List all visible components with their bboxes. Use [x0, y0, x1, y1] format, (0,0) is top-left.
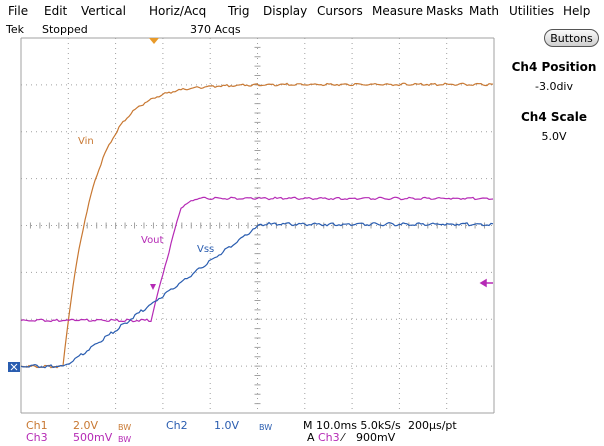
channel-readout: Ch1 2.0V BW Ch2 1.0V BW Ch3 500mV BW M 1…	[0, 414, 604, 444]
waveform-display[interactable]: Vin Vout Vss	[20, 37, 495, 414]
buttons-toggle-button[interactable]: Buttons	[544, 29, 599, 47]
menu-bar: File Edit Vertical Horiz/Acq Trig Displa…	[0, 0, 604, 22]
status-line: Tek Stopped 370 Acqs	[0, 22, 604, 38]
ch4-position-title: Ch4 Position	[511, 60, 597, 74]
label-vout: Vout	[141, 235, 164, 246]
trigger-channel[interactable]: Ch3	[318, 431, 340, 444]
menu-file[interactable]: File	[8, 4, 29, 18]
timebase-readout[interactable]: M 10.0ms 5.0kS/s	[303, 419, 401, 432]
trace-vout	[20, 196, 494, 323]
ch1-scale[interactable]: 2.0V	[73, 419, 99, 432]
menu-masks[interactable]: Masks	[426, 4, 464, 18]
graticule-svg: Vin Vout Vss	[20, 37, 495, 414]
menu-display[interactable]: Display	[263, 4, 308, 18]
ch4-offset-marker[interactable]	[479, 278, 493, 288]
menu-cursors[interactable]: Cursors	[317, 4, 363, 18]
ch2-name[interactable]: Ch2	[166, 419, 188, 432]
record-resolution: 200μs/pt	[408, 419, 457, 432]
menu-horiz-acq[interactable]: Horiz/Acq	[149, 4, 207, 18]
menu-utilities[interactable]: Utilities	[509, 4, 555, 18]
trace-vss	[20, 221, 494, 369]
ch3-scale[interactable]: 500mV	[73, 431, 113, 444]
trigger-position-marker[interactable]	[149, 38, 159, 44]
menu-trig[interactable]: Trig	[228, 4, 250, 18]
ch4-scale-value[interactable]: 5.0V	[541, 130, 567, 143]
brand-label: Tek	[6, 23, 24, 36]
ch1-bandwidth-icon: BW	[118, 423, 132, 432]
menu-edit[interactable]: Edit	[44, 4, 68, 18]
trace-vin	[20, 82, 494, 369]
ch4-position-value[interactable]: -3.0div	[534, 80, 573, 93]
ch4-scale-title: Ch4 Scale	[521, 110, 587, 124]
ch2-bandwidth-icon: BW	[259, 423, 273, 432]
acquisition-state: Stopped	[42, 23, 88, 36]
trigger-level-marker	[150, 284, 156, 290]
menu-math[interactable]: Math	[469, 4, 500, 18]
ch2-scale[interactable]: 1.0V	[214, 419, 240, 432]
menu-measure[interactable]: Measure	[372, 4, 423, 18]
ground-marker-icon[interactable]	[8, 362, 20, 372]
label-vin: Vin	[78, 136, 94, 147]
acquisition-count: 370 Acqs	[190, 23, 241, 36]
ch3-name[interactable]: Ch3	[26, 431, 48, 444]
menu-vertical[interactable]: Vertical	[81, 4, 126, 18]
trigger-level[interactable]: 900mV	[356, 431, 396, 444]
menu-help[interactable]: Help	[563, 4, 591, 18]
trigger-source-prefix: A	[307, 431, 315, 444]
ch1-name[interactable]: Ch1	[26, 419, 48, 432]
label-vss: Vss	[197, 244, 214, 255]
trigger-slope-icon: ⁄	[342, 431, 344, 444]
graticule	[20, 37, 495, 414]
ch3-bandwidth-icon: BW	[118, 435, 132, 444]
